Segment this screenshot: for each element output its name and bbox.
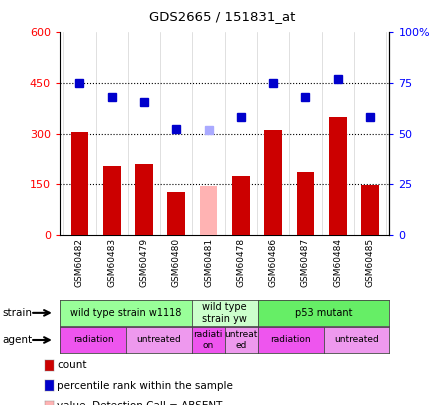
Bar bbox=[329, 117, 347, 235]
Text: untreated: untreated bbox=[137, 335, 181, 345]
Bar bbox=[296, 173, 314, 235]
Text: strain: strain bbox=[2, 308, 32, 318]
Text: radiati
on: radiati on bbox=[194, 330, 223, 350]
Bar bbox=[135, 164, 153, 235]
Text: wild type
strain yw: wild type strain yw bbox=[202, 302, 247, 324]
Text: percentile rank within the sample: percentile rank within the sample bbox=[57, 381, 233, 390]
Text: agent: agent bbox=[2, 335, 32, 345]
Text: untreat
ed: untreat ed bbox=[225, 330, 258, 350]
Text: p53 mutant: p53 mutant bbox=[295, 308, 352, 318]
Bar bbox=[232, 176, 250, 235]
Bar bbox=[361, 185, 379, 235]
Bar bbox=[200, 186, 218, 235]
Text: value, Detection Call = ABSENT: value, Detection Call = ABSENT bbox=[57, 401, 222, 405]
Text: untreated: untreated bbox=[334, 335, 379, 345]
Bar bbox=[103, 166, 121, 235]
Bar bbox=[264, 130, 282, 235]
Text: wild type strain w1118: wild type strain w1118 bbox=[70, 308, 182, 318]
Text: GDS2665 / 151831_at: GDS2665 / 151831_at bbox=[150, 10, 295, 23]
Text: count: count bbox=[57, 360, 86, 370]
Text: radiation: radiation bbox=[270, 335, 311, 345]
Bar bbox=[71, 132, 88, 235]
Text: radiation: radiation bbox=[73, 335, 113, 345]
Bar bbox=[167, 192, 185, 235]
